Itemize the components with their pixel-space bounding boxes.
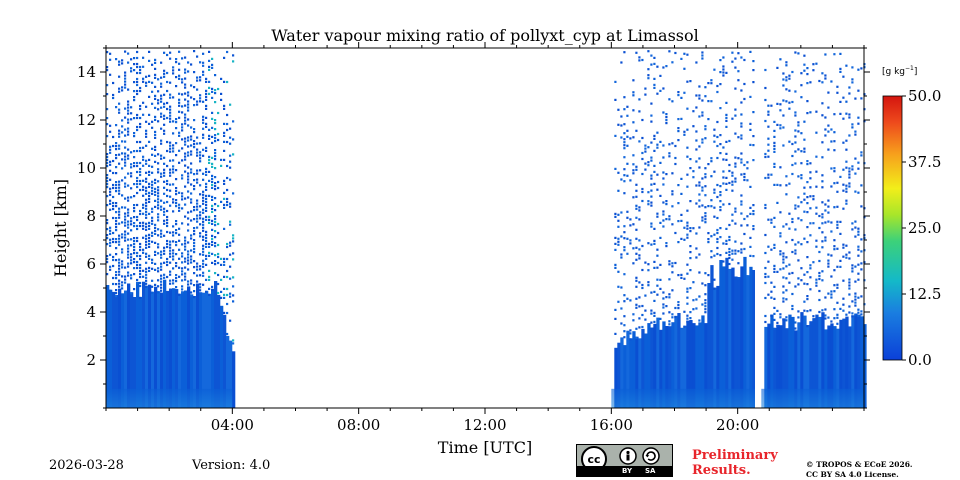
- y-tick-label: 4: [86, 303, 96, 321]
- y-tick-label: 8: [86, 207, 96, 225]
- version-label: Version: 4.0: [192, 458, 271, 473]
- copyright-line-2: CC BY SA 4.0 License.: [806, 470, 899, 479]
- sa-label: SA: [645, 467, 656, 475]
- x-tick-label: 20:00: [716, 416, 759, 434]
- colorbar-tick-label: 12.5: [908, 285, 941, 303]
- x-tick-label: 08:00: [337, 416, 380, 434]
- plot-area: 04:00 08:00 12:00 16:00 20:00 2 4 6 8 10 12 14: [77, 42, 870, 434]
- x-axis-ticks: 04:00 08:00 12:00 16:00 20:00: [105, 42, 865, 434]
- date-label: 2026-03-28: [49, 458, 124, 473]
- y-axis-label: Height [km]: [51, 179, 70, 277]
- y-axis-ticks: 2 4 6 8 10 12 14: [77, 47, 870, 409]
- colorbar-tick-label: 37.5: [908, 153, 941, 171]
- data-gap-2: [755, 48, 762, 408]
- y-tick-label: 6: [86, 255, 96, 273]
- surface-layer-1: [106, 388, 233, 408]
- colorbar-ticks: 0.0 12.5 25.0 37.5 50.0: [902, 87, 941, 369]
- preliminary-results-label: Preliminary Results.: [692, 448, 778, 478]
- by-label: BY: [622, 467, 633, 475]
- copyright-line-1: © TROPOS & ECoE 2026.: [806, 460, 913, 469]
- surface-layer-2: [611, 388, 864, 408]
- cc-license-badge[interactable]: cc BY SA: [576, 444, 673, 477]
- y-tick-label: 10: [77, 159, 96, 177]
- y-tick-label: 2: [86, 351, 96, 369]
- x-tick-label: 04:00: [211, 416, 254, 434]
- data-segment-1: [106, 50, 236, 408]
- y-tick-label: 12: [77, 111, 96, 129]
- colorbar-tick-label: 0.0: [908, 351, 932, 369]
- colorbar-gradient: [882, 95, 903, 361]
- heatmap-layer: [106, 48, 867, 408]
- preliminary-line-1: Preliminary: [692, 448, 778, 463]
- preliminary-line-2: Results.: [692, 463, 751, 478]
- y-tick-label: 14: [77, 63, 96, 81]
- sa-icon: [642, 447, 660, 465]
- colorbar-tick-label: 50.0: [908, 87, 941, 105]
- cc-icon: cc: [581, 446, 660, 466]
- colorbar-tick-label: 25.0: [908, 219, 941, 237]
- colorbar: [g kg−1] 0.0 12.5 25.0 37.5 50.0: [882, 65, 941, 369]
- x-axis-label: Time [UTC]: [438, 438, 532, 457]
- x-tick-label: 16:00: [590, 416, 633, 434]
- x-tick-label: 12:00: [463, 416, 506, 434]
- data-segment-2: [611, 50, 867, 408]
- cc-icon-text: cc: [587, 453, 600, 466]
- colorbar-unit: [g kg−1]: [882, 65, 917, 77]
- chart-title: Water vapour mixing ratio of pollyxt_cyp…: [271, 26, 698, 45]
- copyright-notice: © TROPOS & ECoE 2026. CC BY SA 4.0 Licen…: [806, 460, 913, 480]
